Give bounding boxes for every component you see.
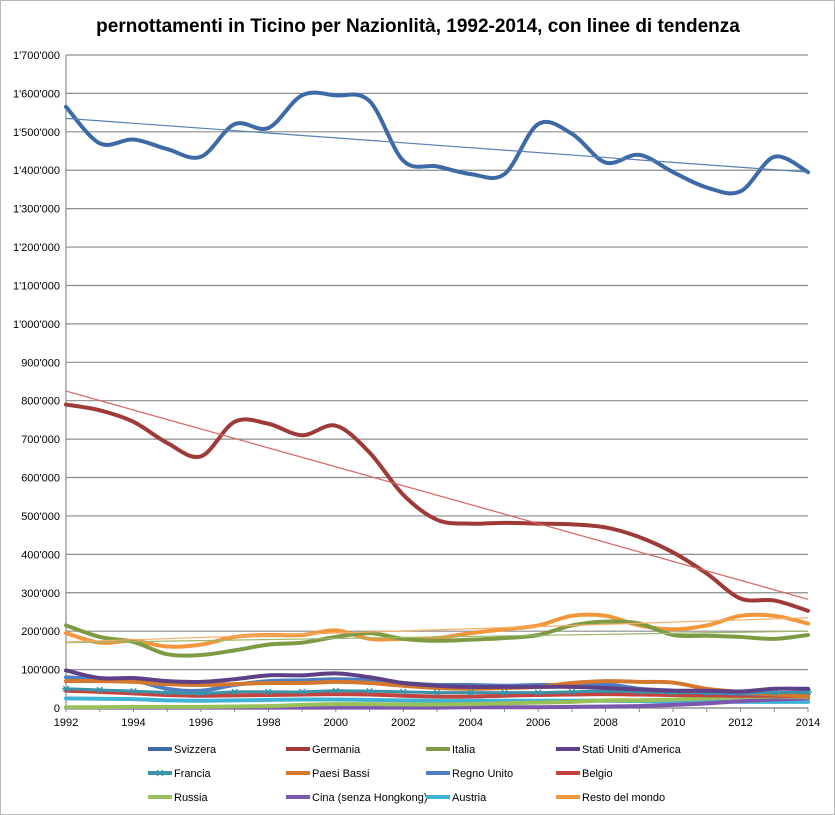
data-point-marker <box>230 688 239 696</box>
legend-label: Stati Uniti d'America <box>582 744 682 756</box>
legend-label: Regno Unito <box>452 768 513 780</box>
series-lines <box>62 90 812 710</box>
data-point-marker <box>196 690 205 697</box>
data-point-marker <box>163 689 172 696</box>
legend-label: Italia <box>452 744 476 756</box>
data-point-marker <box>331 687 340 694</box>
y-tick-label: 200'000 <box>21 626 60 638</box>
series-line-belgio <box>64 688 810 699</box>
trend-lines <box>65 117 809 644</box>
x-axis: 1992 1994 1996 1998 2000 2002 2004 2006 2008 2010… <box>54 707 820 729</box>
legend-item: Russia <box>148 792 209 804</box>
data-point-marker <box>500 689 509 696</box>
data-point-marker <box>567 688 576 696</box>
x-tick-label: 2014 <box>796 717 820 729</box>
series-line-resto-del-mondo <box>64 612 810 649</box>
legend-item: Resto del mondo <box>556 792 665 804</box>
x-tick-label: 1998 <box>256 717 280 729</box>
trend-line <box>65 630 809 644</box>
data-point-marker <box>298 688 307 696</box>
data-point-marker <box>264 688 273 696</box>
y-tick-label: 400'000 <box>21 549 60 561</box>
legend-item: Regno Unito <box>426 768 513 780</box>
x-tick-label: 2002 <box>391 717 415 729</box>
legend-item: Stati Uniti d'America <box>556 744 682 756</box>
trend-line <box>65 390 809 600</box>
series-line-paesi-bassi <box>64 679 810 699</box>
x-tick-label: 2008 <box>593 717 617 729</box>
series-line-stati-uniti-d-america <box>64 668 810 694</box>
x-tick-label: 1996 <box>189 717 213 729</box>
y-tick-label: 1'400'000 <box>13 165 60 177</box>
legend-item: Italia <box>426 744 476 756</box>
data-point-marker <box>466 689 475 696</box>
x-tick-label: 2000 <box>324 717 348 729</box>
series-line-austria <box>64 696 810 704</box>
trend-line <box>65 117 809 173</box>
gridlines <box>66 54 808 709</box>
series-line-svizzera <box>64 90 810 196</box>
data-point-marker <box>129 687 138 695</box>
y-tick-label: 1'600'000 <box>13 88 60 100</box>
chart-title: pernottamenti in Ticino per Nazionlità, … <box>96 16 740 37</box>
legend-label: Cina (senza Hongkong) <box>312 792 428 804</box>
legend-item: Francia <box>148 768 212 780</box>
data-point-marker <box>62 685 70 693</box>
y-tick-label: 300'000 <box>21 588 60 600</box>
data-point-marker <box>95 686 104 694</box>
legend-label: Francia <box>174 768 212 780</box>
x-tick-label: 1992 <box>54 717 78 729</box>
data-point-marker <box>433 689 441 696</box>
legend-label: Russia <box>174 792 209 804</box>
data-point-marker <box>534 689 543 696</box>
y-axis: 0 100'000 200'000 300'000 400'000 500'000 600'… <box>13 50 67 715</box>
x-tick-label: 2010 <box>661 717 685 729</box>
y-tick-label: 500'000 <box>21 511 60 523</box>
y-tick-label: 600'000 <box>21 473 60 485</box>
data-point-marker <box>365 687 374 695</box>
y-tick-label: 1'200'000 <box>13 242 60 254</box>
legend-label: Austria <box>452 792 487 804</box>
y-tick-label: 900'000 <box>21 357 60 369</box>
legend-marker <box>156 769 164 777</box>
legend-item: Paesi Bassi <box>286 768 369 780</box>
legend-label: Resto del mondo <box>582 792 665 804</box>
series-line-germania <box>64 402 810 613</box>
y-tick-label: 1'100'000 <box>13 280 60 292</box>
legend-label: Paesi Bassi <box>312 768 369 780</box>
legend-item: Cina (senza Hongkong) <box>286 792 428 804</box>
y-tick-label: 1'300'000 <box>13 204 60 216</box>
legend-item: Austria <box>426 792 487 804</box>
legend-item: Svizzera <box>148 744 217 756</box>
y-tick-label: 700'000 <box>21 434 60 446</box>
y-tick-label: 1'000'000 <box>13 319 60 331</box>
legend-item: Germania <box>286 744 361 756</box>
x-tick-label: 2006 <box>526 717 550 729</box>
legend-label: Belgio <box>582 768 613 780</box>
trend-line <box>65 617 809 643</box>
x-tick-label: 2012 <box>728 717 752 729</box>
legend-label: Germania <box>312 744 361 756</box>
y-tick-label: 800'000 <box>21 396 60 408</box>
y-tick-label: 1'500'000 <box>13 127 60 139</box>
series-line-italia <box>64 619 810 658</box>
x-tick-label: 1994 <box>121 717 145 729</box>
data-point-marker <box>399 688 408 696</box>
y-tick-label: 1'700'000 <box>13 50 60 62</box>
x-tick-label: 2004 <box>458 717 482 729</box>
y-tick-label: 0 <box>54 703 60 715</box>
legend-label: Svizzera <box>174 744 217 756</box>
y-tick-label: 100'000 <box>21 665 60 677</box>
series-line-russia <box>64 694 810 710</box>
legend-item: Belgio <box>556 768 613 780</box>
legend: Svizzera Germania Italia Stati Uniti d'Amer… <box>148 744 682 804</box>
